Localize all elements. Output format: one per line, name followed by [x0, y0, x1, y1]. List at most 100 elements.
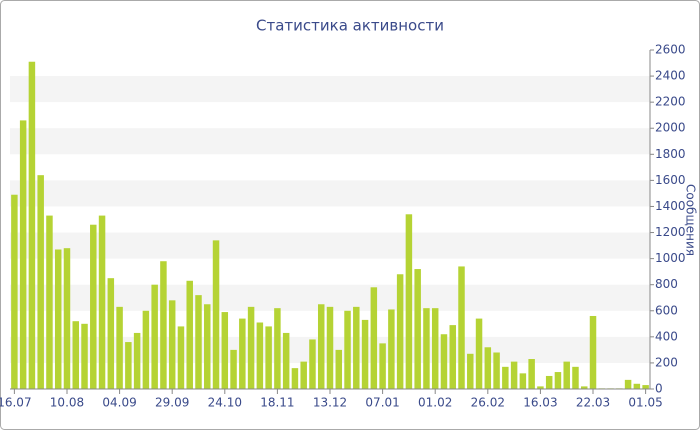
x-tick-label: 16.03 [523, 396, 557, 410]
bar [545, 375, 553, 389]
bar [54, 249, 62, 389]
grid-band [10, 232, 650, 259]
bar [90, 224, 97, 389]
bar [28, 61, 36, 389]
bar [563, 361, 570, 389]
bar [177, 326, 185, 389]
y-tick-label: 1600 [655, 173, 686, 187]
grid-band [10, 128, 650, 155]
grid-band [10, 76, 650, 103]
grid-band [10, 180, 650, 207]
bar [230, 349, 237, 389]
bar [510, 361, 518, 389]
bar [11, 194, 18, 389]
x-tick-label: 18.11 [260, 396, 294, 410]
bar [326, 306, 334, 389]
x-tick-label: 24.10 [208, 396, 242, 410]
bar [195, 295, 202, 389]
x-tick-label: 29.09 [155, 396, 189, 410]
bar [256, 322, 264, 389]
bar [431, 308, 439, 389]
bar [633, 383, 641, 389]
bar [81, 323, 88, 389]
x-tick-label: 26.02 [471, 396, 505, 410]
bar [300, 361, 307, 389]
y-tick-label: 2200 [655, 95, 686, 109]
bar [537, 386, 544, 389]
x-tick-label: 22.03 [576, 396, 610, 410]
bar [46, 215, 53, 389]
bar [528, 359, 535, 389]
bar [449, 325, 456, 389]
y-tick-label: 800 [655, 277, 678, 291]
y-tick-label: 1800 [655, 147, 686, 161]
bar [160, 261, 167, 389]
bar [581, 386, 588, 389]
bar [396, 274, 404, 389]
bar [63, 248, 71, 389]
bar [484, 347, 492, 389]
bar [379, 343, 386, 389]
bar [589, 315, 597, 389]
bar [142, 310, 150, 389]
bar [572, 366, 579, 389]
y-tick-label: 1200 [655, 225, 686, 239]
y-tick-label: 2400 [655, 69, 686, 83]
bar [309, 339, 316, 389]
bar [519, 373, 527, 389]
x-tick-label: 16.07 [0, 396, 32, 410]
bar [247, 306, 255, 389]
bar [642, 385, 649, 389]
bar [405, 214, 413, 389]
x-tick-label: 04.09 [102, 396, 136, 410]
bar [212, 240, 220, 389]
y-tick-label: 0 [655, 382, 663, 396]
bar [151, 284, 158, 389]
bar [72, 321, 79, 389]
bar [353, 306, 360, 389]
bar [440, 334, 448, 389]
bar [317, 304, 325, 389]
bar [458, 266, 465, 389]
bar [624, 379, 632, 389]
bar [388, 309, 395, 389]
bar [291, 368, 299, 389]
y-tick-label: 1000 [655, 251, 686, 265]
x-tick-label: 01.02 [418, 396, 452, 410]
bar [186, 280, 193, 389]
bar [133, 332, 141, 389]
bar [282, 332, 290, 389]
x-tick-label: 01.05 [628, 396, 662, 410]
y-tick-label: 400 [655, 329, 678, 343]
bar [344, 310, 351, 389]
bar [239, 318, 246, 389]
bar [116, 306, 123, 389]
y-tick-label: 1400 [655, 199, 686, 213]
y-tick-label: 2000 [655, 121, 686, 135]
y-axis-label: Сообщения [684, 184, 698, 256]
bar [502, 366, 509, 389]
bar [19, 120, 27, 390]
x-tick-label: 13.12 [313, 396, 347, 410]
bar [265, 326, 272, 389]
y-tick-label: 200 [655, 355, 678, 369]
bar [475, 318, 483, 389]
bar [107, 278, 115, 389]
bar [414, 269, 421, 389]
grid-band [10, 284, 650, 311]
bar [125, 342, 132, 389]
bar [361, 319, 369, 389]
bar [98, 215, 106, 389]
chart-title: Статистика активности [256, 17, 444, 35]
bar [493, 352, 500, 389]
bar [37, 175, 44, 389]
y-tick-label: 600 [655, 303, 678, 317]
bar [335, 349, 343, 389]
x-tick-label: 07.01 [365, 396, 399, 410]
bar [204, 304, 211, 389]
bar [168, 300, 176, 389]
y-tick-label: 2600 [655, 43, 686, 57]
bar [423, 308, 430, 389]
bar [274, 308, 281, 389]
